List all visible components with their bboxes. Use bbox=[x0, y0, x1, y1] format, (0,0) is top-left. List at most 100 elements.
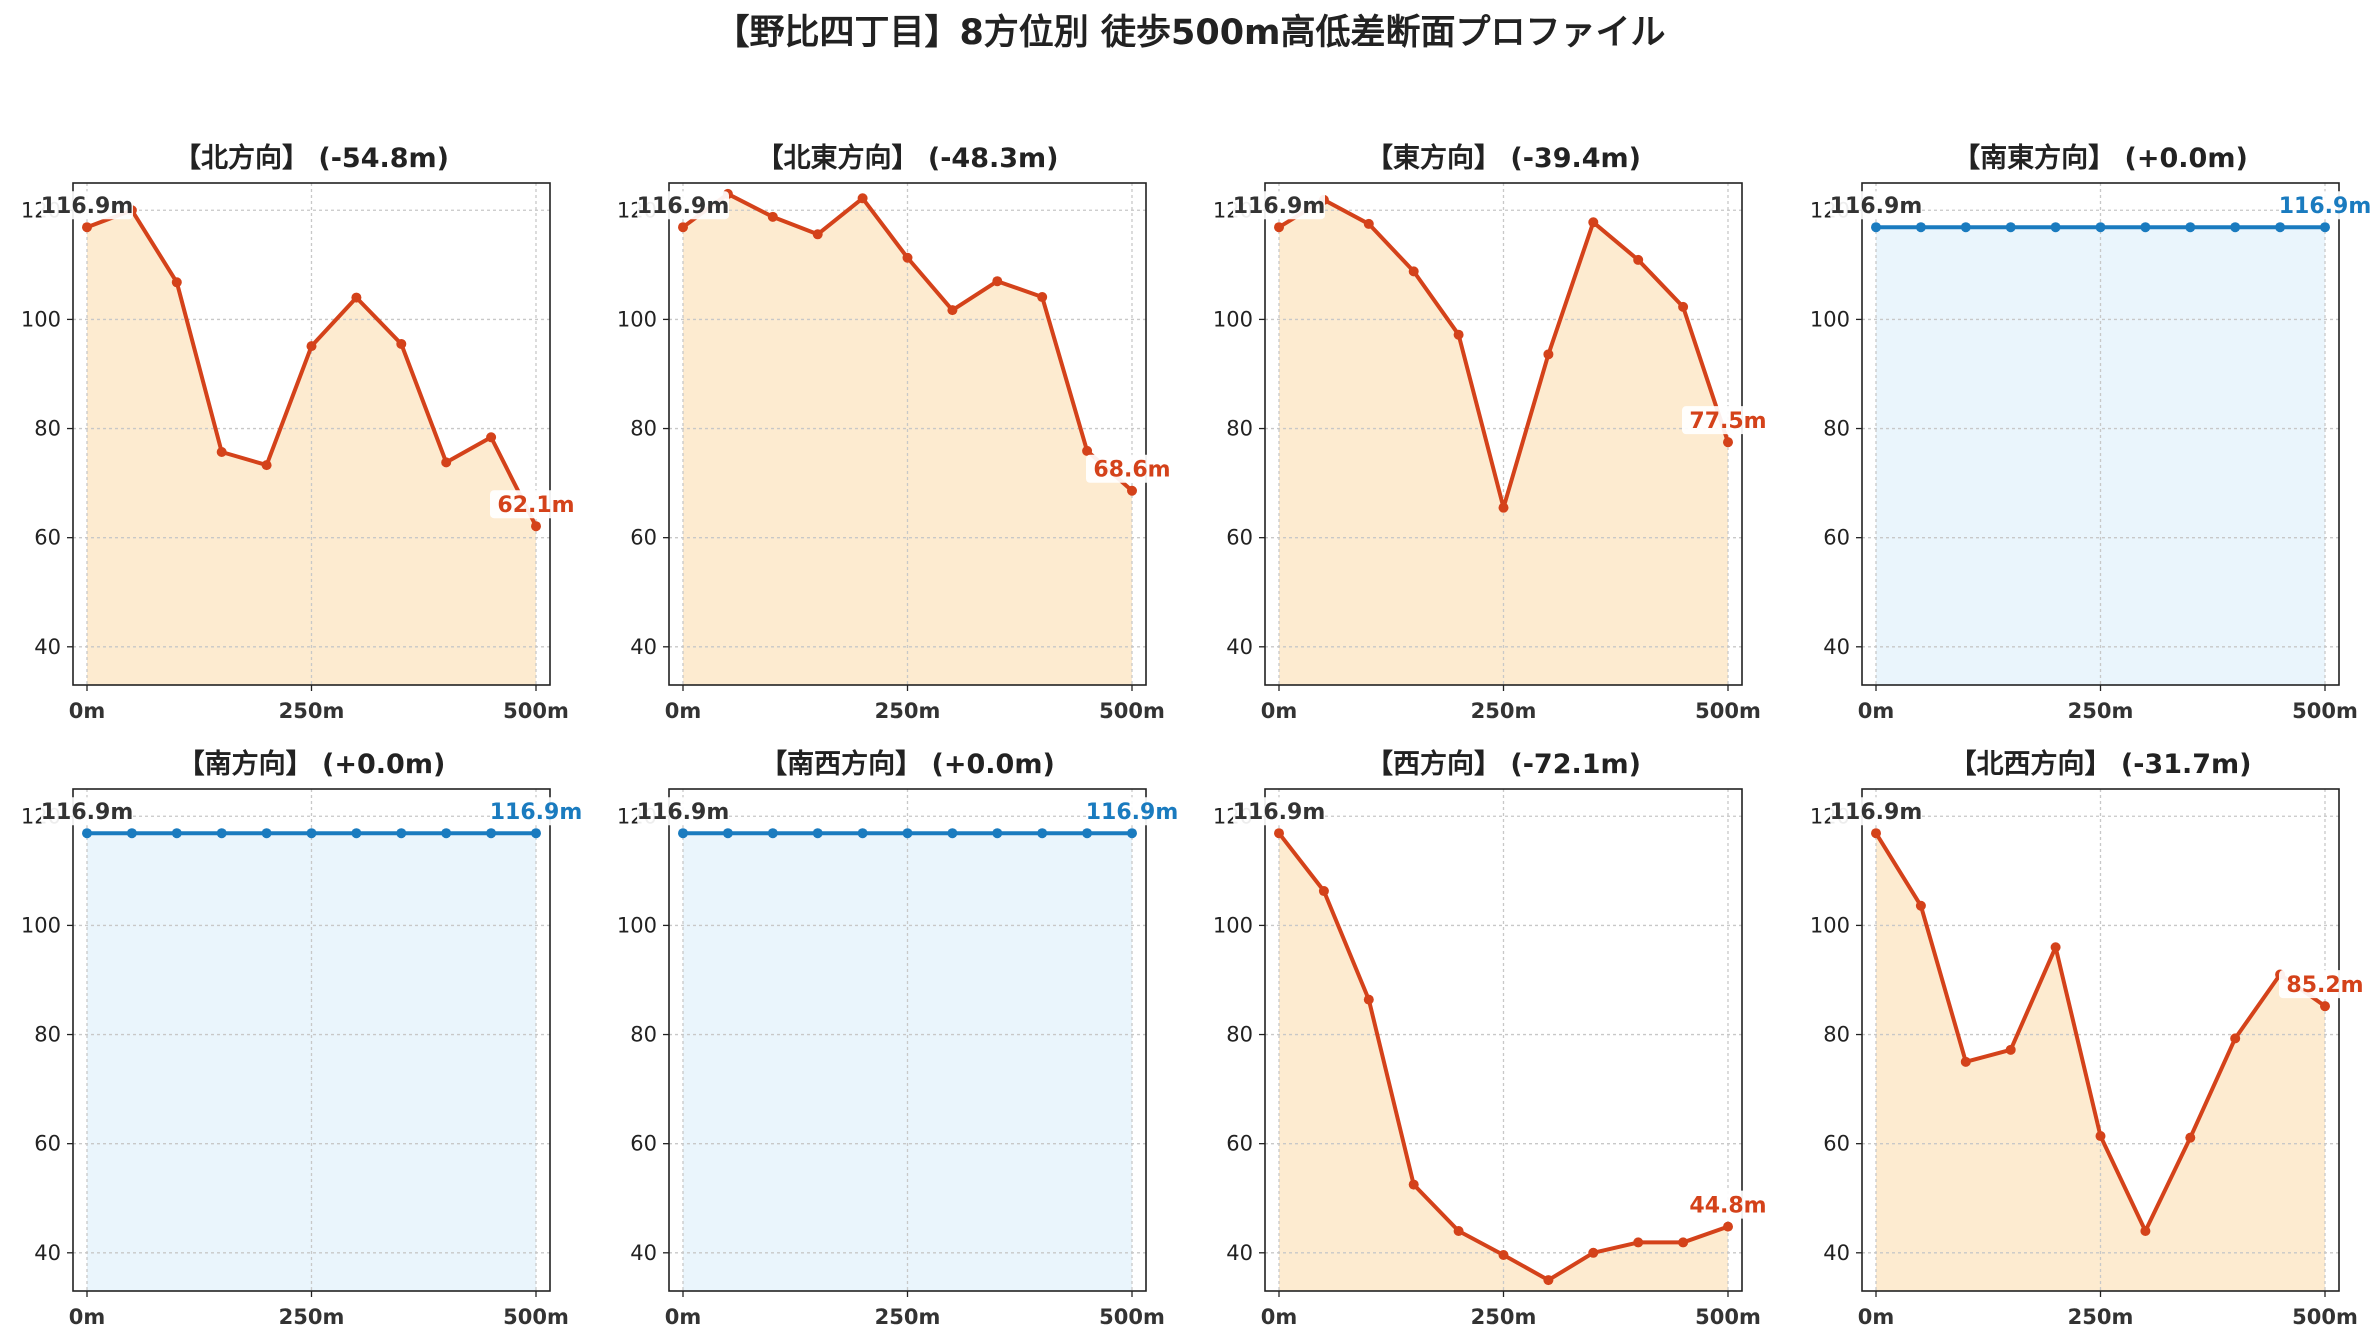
elevation-point bbox=[1588, 1247, 1599, 1258]
y-tick-label: 80 bbox=[630, 417, 657, 441]
y-tick-label: 80 bbox=[1823, 417, 1850, 441]
y-tick-label: 100 bbox=[21, 307, 61, 331]
elevation-point bbox=[1274, 828, 1284, 839]
start-label-box bbox=[1830, 191, 1922, 220]
plot-frame bbox=[1264, 788, 1743, 1292]
plot-frame bbox=[1861, 182, 2340, 686]
start-label-box bbox=[1233, 797, 1325, 826]
x-tick-label: 500m bbox=[1695, 699, 1761, 723]
elevation-point bbox=[1498, 1249, 1509, 1260]
end-elevation-label: 62.1m bbox=[497, 493, 574, 518]
x-tick-label: 250m bbox=[1471, 699, 1537, 723]
elevation-point bbox=[216, 447, 227, 458]
elevation-point bbox=[902, 828, 913, 839]
x-tick-label: 500m bbox=[503, 1305, 569, 1329]
plot-frame bbox=[72, 788, 551, 1292]
elevation-point bbox=[1588, 217, 1599, 228]
x-tick-label: 0m bbox=[1261, 1305, 1298, 1329]
elevation-point bbox=[947, 305, 958, 316]
x-tick-label: 0m bbox=[665, 1305, 702, 1329]
y-tick-label: 100 bbox=[21, 913, 61, 937]
x-tick-label: 500m bbox=[1695, 1305, 1761, 1329]
elevation-point bbox=[1678, 301, 1689, 312]
end-label-box bbox=[490, 490, 582, 519]
start-elevation-label: 116.9m bbox=[41, 800, 134, 825]
y-tick-label: 100 bbox=[617, 307, 657, 331]
elevation-point bbox=[441, 457, 452, 468]
elevation-point bbox=[351, 292, 362, 303]
end-elevation-label: 116.9m bbox=[2279, 194, 2372, 219]
y-tick-label: 100 bbox=[1213, 913, 1253, 937]
elevation-point bbox=[1633, 1237, 1644, 1248]
panel-title: 【北方向】 (-54.8m) bbox=[174, 142, 449, 174]
y-tick-label: 80 bbox=[34, 1023, 61, 1047]
elevation-point bbox=[1871, 828, 1881, 839]
start-elevation-label: 116.9m bbox=[1830, 800, 1923, 825]
elevation-point bbox=[2275, 222, 2286, 233]
elevation-point bbox=[1453, 1225, 1464, 1236]
y-tick-label: 40 bbox=[1226, 635, 1253, 659]
elevation-area bbox=[1279, 199, 1728, 685]
elevation-point bbox=[486, 432, 497, 443]
elevation-point bbox=[261, 828, 272, 839]
y-tick-label: 40 bbox=[630, 635, 657, 659]
end-label-box bbox=[1682, 1190, 1774, 1219]
end-label-box bbox=[1086, 454, 1178, 483]
end-elevation-label: 77.5m bbox=[1689, 409, 1766, 434]
elevation-area bbox=[1279, 833, 1728, 1291]
x-tick-label: 0m bbox=[1858, 1305, 1895, 1329]
end-label-box bbox=[490, 797, 582, 826]
elevation-point bbox=[947, 828, 958, 839]
y-tick-label: 100 bbox=[617, 913, 657, 937]
elevation-point bbox=[1082, 828, 1093, 839]
y-tick-label: 80 bbox=[1226, 1023, 1253, 1047]
elevation-area bbox=[87, 833, 536, 1291]
elevation-point bbox=[1363, 994, 1374, 1005]
elevation-point bbox=[171, 828, 182, 839]
elevation-point bbox=[531, 828, 541, 839]
elevation-point bbox=[306, 341, 317, 352]
elevation-point bbox=[2230, 222, 2241, 233]
elevation-point bbox=[2005, 222, 2016, 233]
y-tick-label: 60 bbox=[1823, 526, 1850, 550]
y-tick-label: 60 bbox=[34, 526, 61, 550]
elevation-point bbox=[857, 828, 868, 839]
plot-frame bbox=[1861, 788, 2340, 1292]
elevation-area bbox=[1876, 833, 2325, 1291]
panel-title: 【東方向】 (-39.4m) bbox=[1366, 142, 1641, 174]
elevation-point bbox=[1453, 329, 1464, 340]
elevation-point bbox=[1127, 485, 1137, 496]
panel-title: 【南西方向】 (+0.0m) bbox=[760, 748, 1055, 780]
elevation-point bbox=[1127, 828, 1137, 839]
x-tick-label: 250m bbox=[875, 1305, 941, 1329]
elevation-point bbox=[1037, 828, 1048, 839]
start-label-box bbox=[637, 797, 729, 826]
elevation-point bbox=[1915, 900, 1926, 911]
elevation-point bbox=[396, 338, 407, 349]
start-elevation-label: 116.9m bbox=[1830, 194, 1923, 219]
y-tick-label: 60 bbox=[34, 1132, 61, 1156]
elevation-point bbox=[171, 277, 182, 288]
elevation-point bbox=[1678, 1237, 1689, 1248]
plot-frame bbox=[668, 788, 1147, 1292]
x-tick-label: 0m bbox=[69, 1305, 106, 1329]
elevation-point bbox=[2320, 222, 2330, 233]
y-tick-label: 60 bbox=[1226, 526, 1253, 550]
elevation-point bbox=[678, 222, 688, 233]
y-tick-label: 40 bbox=[1823, 1241, 1850, 1265]
elevation-area bbox=[1876, 227, 2325, 686]
elevation-area bbox=[683, 833, 1132, 1291]
elevation-point bbox=[1543, 349, 1554, 360]
x-tick-label: 250m bbox=[2068, 699, 2134, 723]
y-tick-label: 40 bbox=[1823, 635, 1850, 659]
elevation-point bbox=[261, 460, 272, 471]
y-tick-label: 100 bbox=[1810, 913, 1850, 937]
elevation-area bbox=[683, 193, 1132, 686]
y-tick-label: 60 bbox=[1823, 1132, 1850, 1156]
elevation-point bbox=[2095, 1131, 2106, 1142]
